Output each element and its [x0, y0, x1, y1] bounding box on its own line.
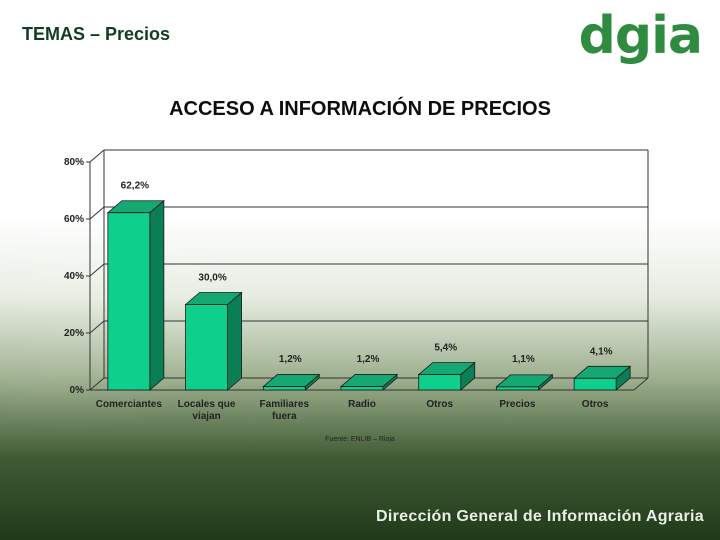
- bar: [107, 212, 151, 391]
- x-tick-label: Precios: [499, 399, 536, 410]
- x-tick-label: Radio: [348, 399, 376, 410]
- chart-source: Fuente: ENLIB – Rioja: [325, 436, 395, 443]
- footer-org-name: Dirección General de Información Agraria: [376, 508, 704, 525]
- x-tick-label: Familiares: [260, 399, 310, 410]
- gridline-diagonal: [89, 320, 105, 334]
- bar: [496, 386, 539, 391]
- labels: 0% 20% 40% 60% 80% 62,2% Comerciantes 30,0% Loca…: [64, 157, 613, 422]
- data-label: 4,1%: [590, 346, 613, 357]
- x-tick-label: Otros: [426, 399, 453, 410]
- x-tick-label: Otros: [582, 399, 609, 410]
- gridline-diagonal: [89, 377, 105, 391]
- chart-title: ACCESO A INFORMACIÓN DE PRECIOS: [169, 98, 551, 120]
- y-tick-label: 40%: [64, 271, 84, 282]
- gridline-diagonal: [89, 206, 105, 220]
- dgia-logo: dgia: [578, 6, 703, 66]
- bar-side: [227, 291, 242, 391]
- slide-topic: TEMAS – Precios: [22, 24, 171, 44]
- y-tick-label: 60%: [64, 214, 84, 225]
- x-tick-label: Comerciantes: [96, 399, 163, 410]
- bar: [418, 374, 462, 391]
- data-label: 30,0%: [198, 273, 226, 284]
- bar: [262, 386, 306, 391]
- bars: [106, 199, 632, 391]
- bar: [573, 377, 617, 391]
- gridline-diagonal: [89, 149, 105, 163]
- y-tick-label: 0%: [70, 385, 85, 396]
- x-tick-label: fuera: [272, 411, 297, 422]
- x-tick-label: Locales que: [178, 399, 236, 410]
- data-label: 62,2%: [121, 181, 149, 192]
- bar: [340, 386, 384, 391]
- bar-side: [149, 199, 165, 391]
- data-label: 1,2%: [357, 354, 380, 365]
- y-tick-label: 80%: [64, 157, 84, 168]
- data-label: 5,4%: [434, 343, 457, 354]
- floor-right-edge: [633, 377, 649, 391]
- axes: [86, 150, 649, 391]
- x-tick-label: viajan: [192, 411, 220, 422]
- gridline-diagonal: [89, 263, 105, 277]
- bar: [185, 304, 228, 391]
- data-label: 1,1%: [512, 354, 535, 365]
- y-tick-label: 20%: [64, 328, 84, 339]
- data-label: 1,2%: [279, 354, 302, 365]
